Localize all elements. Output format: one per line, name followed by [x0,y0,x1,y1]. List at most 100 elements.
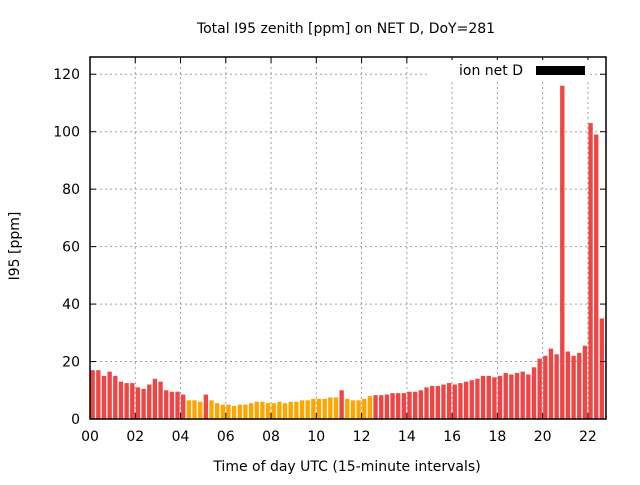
bar [503,373,508,419]
x-tick-label: 02 [126,429,144,445]
bar [475,378,480,419]
bar [305,400,310,419]
bar [265,403,271,419]
y-tick-label: 20 [62,355,80,371]
bar [390,393,395,419]
bar [282,403,288,419]
x-tick-label: 14 [398,429,416,445]
bar [124,383,129,419]
bar [582,345,588,419]
x-tick-label: 18 [488,429,506,445]
bar [277,401,282,419]
bar [463,381,469,419]
bar [345,398,350,419]
chart-title: Total I95 zenith [ppm] on NET D, DoY=281 [196,21,495,37]
x-tick-label: 12 [353,429,371,445]
y-tick-label: 0 [71,412,80,428]
bar [407,391,412,419]
bar [113,375,118,419]
y-tick-label: 60 [62,240,80,256]
y-tick-label: 80 [62,182,80,198]
bar [577,352,582,419]
y-tick-label: 100 [53,125,80,141]
bar [492,377,497,419]
bar [537,358,542,419]
bar [429,385,435,419]
bar [480,375,486,419]
legend: ion net D [430,60,590,80]
bar [248,403,254,419]
bar [209,400,214,419]
bar [384,394,390,419]
x-tick-label: 06 [217,429,235,445]
bar [548,348,554,419]
bar [497,375,503,419]
bar [96,370,101,419]
bar [271,403,276,419]
bar [322,398,327,419]
y-tick-label: 40 [62,297,80,313]
bar [299,400,305,419]
bar [435,385,440,419]
bar [118,381,124,419]
bar [571,355,576,419]
bar [169,391,175,419]
bar [350,400,356,419]
bar [339,390,344,419]
bar [509,374,514,419]
x-tick-label: 04 [172,429,190,445]
bar [362,398,367,419]
y-axis-label: I95 [ppm] [7,212,23,281]
bar [198,401,203,419]
bar [130,383,135,419]
bar [147,384,152,419]
bar [192,400,197,419]
bar [294,401,299,419]
bar [401,393,407,419]
bar [90,370,95,419]
bar [231,406,237,419]
bar [599,318,605,419]
bar [203,394,209,419]
bar [158,381,163,419]
bar [526,374,531,419]
x-tick-label: 00 [81,429,99,445]
bar [135,387,141,419]
plot-frame [89,56,607,420]
bar [316,398,322,419]
bar [543,355,548,419]
bar [514,373,520,419]
bar [214,403,220,419]
bar [288,401,293,419]
bar [107,371,112,419]
bar [141,388,146,419]
bar [356,400,361,419]
bar [254,401,259,419]
bar [446,383,452,419]
bar [226,404,231,419]
x-tick-label: 22 [579,429,597,445]
bar [418,390,424,419]
x-axis-label: Time of day UTC (15-minute intervals) [212,459,480,475]
bar [413,391,418,419]
bar [452,384,457,419]
bar [186,400,192,419]
bar [220,404,225,419]
bar [379,395,384,419]
bar [594,134,599,420]
bar [367,396,373,419]
bar [560,85,565,419]
bar [164,390,169,419]
bar [101,375,107,419]
bar [328,397,333,419]
bar [531,367,537,419]
bar [554,354,559,419]
bar [486,375,491,419]
bar [396,393,401,419]
bar [520,371,525,419]
bar [565,351,571,419]
bar [311,398,316,419]
x-tick-label: 10 [307,429,325,445]
x-tick-label: 20 [534,429,552,445]
